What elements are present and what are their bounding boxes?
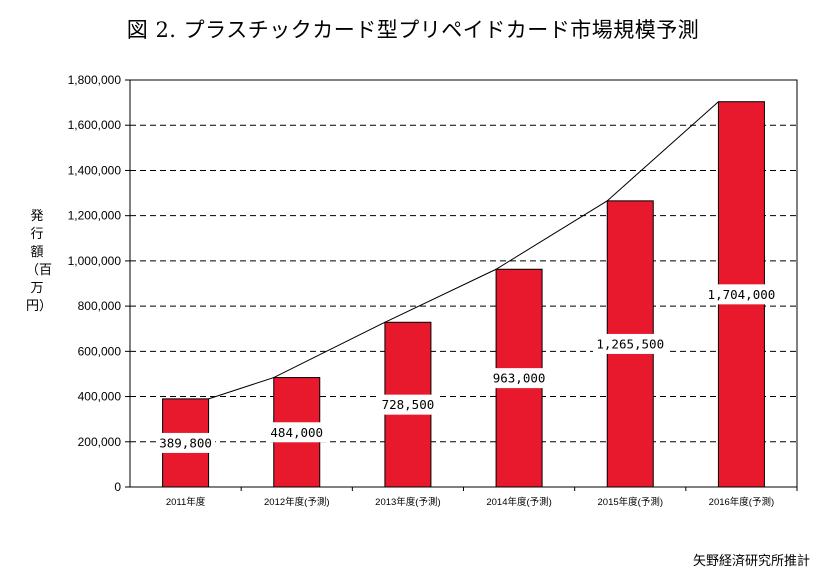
trend-line [208, 101, 719, 400]
x-tick-label: 2014年度(予測) [486, 496, 551, 508]
data-label-box [378, 394, 438, 415]
x-tick-label: 2012年度(予測) [264, 496, 329, 508]
data-label-box [593, 333, 668, 354]
x-tick-label: 2015年度(予測) [598, 496, 663, 508]
y-tick-label: 400,000 [78, 390, 122, 404]
x-tick-label: 2011年度 [166, 496, 206, 508]
data-label-box [155, 432, 216, 453]
x-tick-label: 2016年度(予測) [709, 496, 774, 508]
y-tick-label: 1,000,000 [68, 254, 122, 268]
plot-area [129, 79, 798, 488]
y-tick-label: 1,200,000 [68, 209, 122, 223]
y-tick-label: 1,600,000 [68, 118, 122, 132]
data-label-box [704, 284, 779, 305]
y-tick-label: 0 [114, 480, 121, 494]
data-label: 389,800 [159, 435, 212, 450]
data-label: 963,000 [493, 371, 546, 386]
y-tick-label: 1,400,000 [68, 163, 122, 177]
data-label-box [489, 368, 549, 389]
y-tick-label: 1,800,000 [68, 73, 122, 87]
data-label: 484,000 [270, 425, 323, 440]
data-label: 1,704,000 [708, 287, 776, 302]
data-label: 728,500 [382, 397, 435, 412]
data-label-box [267, 422, 327, 443]
data-label: 1,265,500 [596, 336, 664, 351]
x-tick-label: 2013年度(予測) [375, 496, 440, 508]
y-tick-label: 800,000 [78, 299, 122, 313]
y-tick-label: 600,000 [78, 344, 122, 358]
y-tick-label: 200,000 [78, 435, 122, 449]
chart-title: 図 2. プラスチックカード型プリペイドカード市場規模予測 [126, 18, 700, 42]
y-axis-label: 発行額（百万円） [26, 209, 53, 314]
source-note: 矢野経済研究所推計 [692, 554, 810, 569]
